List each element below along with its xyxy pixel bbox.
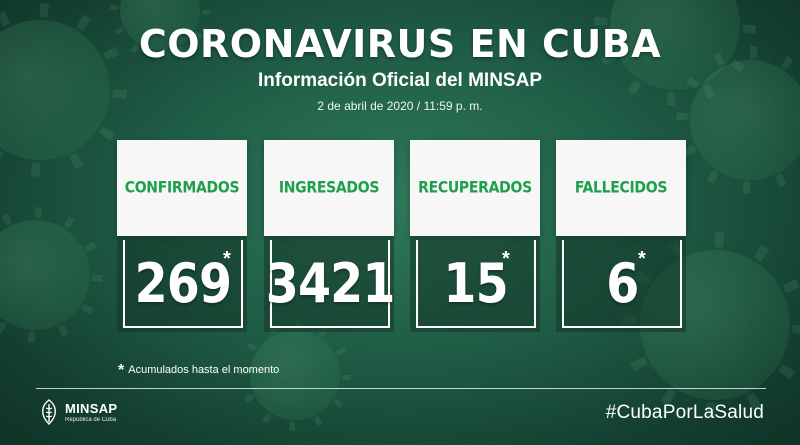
- virus-icon: [120, 0, 200, 50]
- asterisk-mark: *: [223, 248, 231, 270]
- minsap-logo: MINSAP República de Cuba: [38, 398, 117, 426]
- stat-value: 15: [443, 251, 509, 315]
- stat-card-header: FALLECIDOS: [556, 140, 686, 236]
- stat-card-body: 15 *: [410, 236, 540, 332]
- stat-card-recuperados: RECUPERADOS 15 *: [410, 140, 540, 332]
- asterisk-mark: *: [502, 248, 510, 270]
- footnote-text: Acumulados hasta el momento: [128, 364, 280, 376]
- asterisk-mark: *: [638, 248, 646, 270]
- page-subtitle: Información Oficial del MINSAP: [258, 70, 542, 91]
- hashtag: #CubaPorLaSalud: [605, 402, 764, 423]
- footer-divider: [36, 388, 766, 389]
- asterisk-mark: *: [118, 362, 125, 379]
- stat-label: RECUPERADOS: [418, 178, 532, 198]
- stat-value-frame: 15: [416, 240, 536, 328]
- stat-value: 6: [605, 251, 639, 315]
- virus-icon: [0, 20, 110, 160]
- logo-name: MINSAP: [65, 400, 118, 416]
- logo-subtitle: República de Cuba: [65, 416, 117, 423]
- stat-value-frame: 3421: [266, 240, 395, 328]
- stat-card-body: 6 *: [556, 236, 686, 332]
- virus-icon: [250, 330, 340, 420]
- stat-card-body: 269 *: [117, 236, 247, 332]
- stat-card-confirmados: CONFIRMADOS 269 *: [117, 140, 247, 332]
- stat-card-header: RECUPERADOS: [410, 140, 540, 236]
- report-date: 2 de abril de 2020 / 11:59 p. m.: [317, 99, 483, 113]
- minsap-emblem-icon: [42, 399, 56, 425]
- page-title: CORONAVIRUS EN CUBA: [138, 22, 662, 66]
- stat-card-header: CONFIRMADOS: [117, 140, 247, 236]
- stat-value-frame: 6: [562, 240, 682, 328]
- stat-card-header: INGRESADOS: [264, 140, 394, 236]
- stat-card-body: 3421: [264, 236, 395, 332]
- stat-value: 269: [134, 251, 232, 315]
- stat-card-ingresados: INGRESADOS 3421: [264, 140, 395, 332]
- stat-card-fallecidos: FALLECIDOS 6 *: [556, 140, 686, 332]
- stat-value-frame: 269: [123, 240, 243, 328]
- stat-label: FALLECIDOS: [574, 178, 668, 198]
- stat-label: INGRESADOS: [278, 178, 380, 198]
- footnote: * Acumulados hasta el momento: [118, 362, 279, 380]
- virus-icon: [0, 220, 90, 330]
- stat-value: 3421: [265, 251, 396, 315]
- stat-label: CONFIRMADOS: [124, 178, 240, 198]
- virus-icon: [690, 60, 800, 180]
